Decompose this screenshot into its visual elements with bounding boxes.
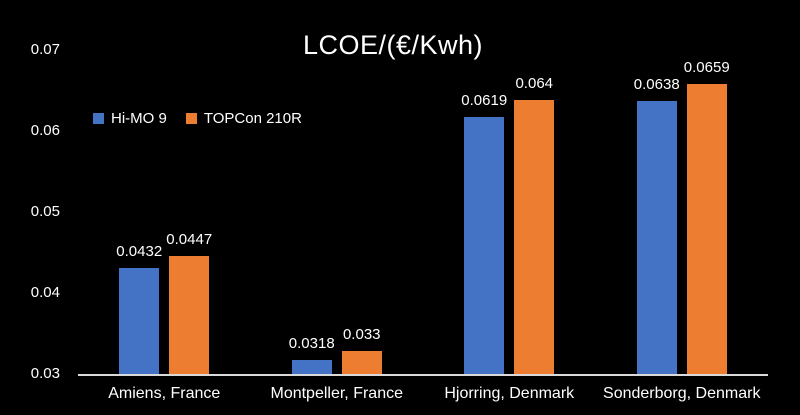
y-axis-tick-label: 0.03 bbox=[30, 365, 60, 382]
x-axis-category-label: Amiens, France bbox=[108, 385, 221, 402]
bar-value-label: 0.033 bbox=[342, 325, 381, 343]
bar-topcon-210r bbox=[169, 255, 210, 374]
bar-value-label: 0.064 bbox=[515, 74, 554, 92]
bar-value-label: 0.0318 bbox=[288, 335, 335, 353]
bar-hi-mo-9 bbox=[119, 268, 160, 374]
legend-label: TOPCon 210R bbox=[203, 110, 302, 127]
legend-swatch-icon bbox=[93, 113, 104, 124]
legend-item-hi-mo-9: Hi-MO 9 bbox=[93, 110, 167, 127]
bar-value-label: 0.0619 bbox=[461, 91, 508, 109]
y-axis-tick-label: 0.04 bbox=[30, 284, 60, 301]
legend: Hi-MO 9 TOPCon 210R bbox=[93, 110, 302, 127]
bar-value-label: 0.0447 bbox=[166, 230, 213, 248]
x-axis-line bbox=[78, 374, 768, 376]
chart-title: LCOE/(€/Kwh) bbox=[302, 30, 484, 60]
legend-item-topcon-210r: TOPCon 210R bbox=[185, 110, 302, 127]
bar-value-label: 0.0432 bbox=[116, 243, 163, 261]
legend-swatch-icon bbox=[185, 113, 197, 124]
bar-topcon-210r bbox=[514, 99, 555, 374]
x-axis-category-label: Sonderborg, Denmark bbox=[603, 385, 761, 402]
x-axis-category-label: Montpeller, France bbox=[270, 385, 403, 402]
bar-topcon-210r bbox=[686, 84, 727, 374]
y-axis-tick-label: 0.06 bbox=[30, 122, 60, 139]
bar-value-label: 0.0638 bbox=[633, 76, 680, 94]
y-axis-tick-label: 0.07 bbox=[30, 41, 60, 58]
x-axis-category-label: Hjorring, Denmark bbox=[444, 385, 575, 402]
bar-hi-mo-9 bbox=[291, 360, 332, 374]
y-axis-tick-label: 0.05 bbox=[30, 203, 60, 220]
bar-hi-mo-9 bbox=[636, 101, 677, 374]
bar-hi-mo-9 bbox=[464, 116, 505, 374]
bar-value-label: 0.0659 bbox=[683, 59, 730, 77]
bar-topcon-210r bbox=[341, 350, 382, 374]
legend-label: Hi-MO 9 bbox=[111, 110, 167, 127]
